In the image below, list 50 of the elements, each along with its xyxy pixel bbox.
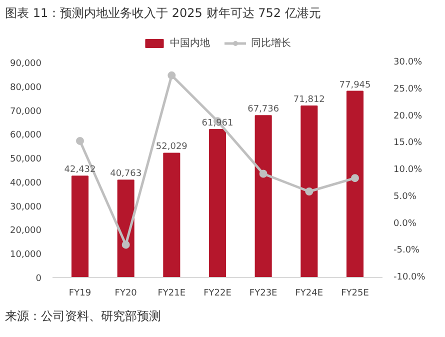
y2-tick-label: -5.0% [394, 246, 420, 256]
bar [208, 128, 226, 278]
bar [117, 180, 134, 278]
x-tick-label: FY22E [204, 288, 232, 298]
point [76, 136, 84, 145]
legend-label: 同比增长 [251, 36, 291, 50]
y2-tick-label: 10.0% [394, 165, 423, 175]
y-tick-label: 50,000 [10, 154, 42, 165]
data-label: 71,812 [293, 94, 325, 105]
data-label: 40,763 [110, 169, 142, 180]
x-tick-label: FY21E [158, 288, 186, 298]
bar [300, 105, 318, 278]
y-tick-label: 70,000 [10, 106, 42, 117]
data-label: 61,961 [202, 118, 234, 128]
y2-tick-label: -10.0% [394, 272, 426, 282]
x-tick-label: FY20 [114, 288, 138, 298]
y2-tick-label: 25.0% [394, 84, 423, 94]
y2-tick-label: 30.0% [394, 58, 423, 68]
data-label: 77,945 [339, 80, 371, 90]
point [168, 71, 176, 80]
y-tick-label: 10,000 [10, 250, 42, 260]
bar [71, 176, 89, 278]
x-tick-label: FY24E [295, 288, 324, 298]
bar [346, 90, 364, 278]
point [122, 240, 130, 249]
point [259, 170, 268, 178]
y-tick-label: 40,000 [10, 178, 42, 188]
data-label: 52,029 [156, 142, 188, 152]
source-note: 来源：公司资料、研究部预测 [5, 308, 161, 325]
y2-tick-label: 5.0% [394, 192, 417, 202]
x-tick-label: FY23E [249, 288, 278, 298]
x-tick-label: FY19 [68, 288, 92, 298]
y2-tick-label: 20.0% [394, 111, 423, 122]
data-label: 42,432 [64, 165, 96, 176]
legend-label: 中国内地 [170, 36, 210, 50]
point [305, 188, 314, 196]
y2-tick-label: 0.0% [394, 218, 417, 229]
data-label: 67,736 [248, 104, 280, 115]
point [351, 174, 359, 182]
bar [254, 115, 272, 278]
y-tick-label: 0 [36, 274, 42, 284]
y-tick-label: 30,000 [10, 202, 42, 212]
bar [163, 152, 180, 278]
y-tick-label: 60,000 [10, 130, 42, 141]
x-tick-label: FY25E [341, 288, 370, 298]
y-tick-label: 90,000 [10, 59, 42, 69]
chart-title: 图表 11：预测内地业务收入于 2025 财年可达 752 亿港元 [5, 5, 321, 22]
y-tick-label: 80,000 [10, 82, 42, 93]
y-tick-label: 20,000 [10, 226, 42, 236]
y2-tick-label: 15.0% [394, 138, 423, 148]
